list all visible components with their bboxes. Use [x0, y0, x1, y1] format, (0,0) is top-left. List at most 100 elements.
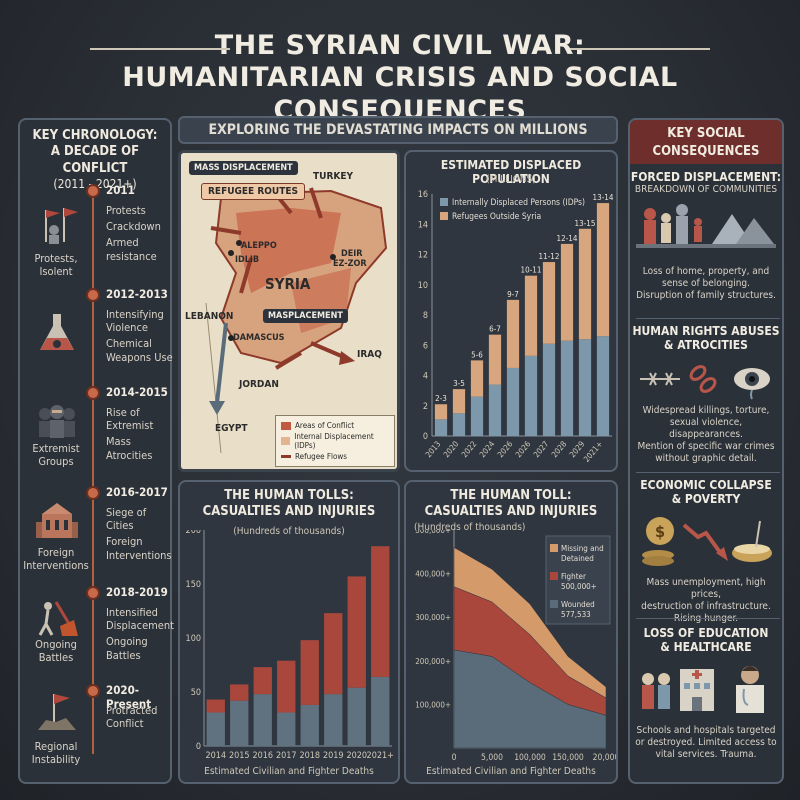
legend-label: Internal Displacement (IDPs) — [294, 432, 374, 450]
y-tick-label: 0 — [423, 432, 428, 442]
consequence-human-rights: HUMAN RIGHTS ABUSES & ATROCITIES Widespr… — [632, 324, 780, 464]
data-label: 5-6 — [471, 350, 483, 359]
bar-segment — [452, 389, 466, 414]
refugee-routes-tag: REFUGEE ROUTES — [201, 183, 305, 200]
map-label-syria: SYRIA — [265, 275, 311, 293]
timeline-dot — [86, 684, 100, 698]
bar-segment — [253, 667, 272, 695]
legend-swatch — [550, 572, 558, 580]
displaced-population-chart: ESTIMATED DISPLACED POPULATION (MILLIONS… — [404, 150, 618, 472]
timeline-dot — [86, 184, 100, 198]
legend-swatch — [550, 600, 558, 608]
map-label-deir: DEIR — [341, 249, 363, 259]
y-tick-label: 300,000+ — [415, 613, 451, 622]
era-year: 2011 — [106, 183, 135, 197]
legend-label: 500,000+ — [561, 582, 597, 591]
timeline-dot — [86, 486, 100, 500]
x-tick-label: 2026 — [514, 439, 533, 459]
y-tick-label: 6 — [423, 341, 428, 351]
protest-flags-icon — [45, 208, 78, 244]
data-label: 3-5 — [453, 379, 465, 388]
legend-label: Missing and — [561, 544, 604, 553]
masked-group-icon — [39, 405, 75, 438]
chart-xlabel: Estimated Civilian and Fighter Deaths — [426, 766, 596, 777]
mass-displacement-tag: MASS DISPLACEMENT — [189, 161, 298, 175]
bar-segment — [324, 694, 343, 746]
era-year: 2016-2017 — [106, 485, 168, 499]
x-tick-label: 2015 — [229, 751, 250, 761]
x-tick-label: 2021+ — [582, 440, 605, 464]
y-tick-label: 150 — [186, 580, 201, 590]
y-tick-label: 4 — [423, 372, 428, 382]
x-tick-label: 2020 — [442, 439, 461, 459]
bar-segment — [371, 546, 390, 677]
x-tick-label: 2027 — [532, 440, 551, 460]
bar-segment — [371, 676, 390, 746]
y-tick-label: 10 — [418, 281, 428, 291]
bar-segment — [277, 712, 296, 746]
area-series — [453, 547, 607, 699]
map-label-turkey: TURKEY — [313, 171, 354, 182]
bar-segment — [542, 262, 556, 344]
timeline-line — [92, 194, 94, 754]
era-item: Protests — [106, 204, 146, 217]
era-item: Foreign Interventions — [106, 535, 172, 562]
legend-swatch — [281, 437, 291, 445]
y-tick-label: 200,000+ — [415, 657, 451, 666]
y-tick-label: 12 — [418, 251, 428, 261]
bar-segment — [560, 340, 574, 436]
legend-swatch — [440, 198, 448, 206]
chart-title-line-2: CASUALTIES AND INJURIES — [202, 504, 376, 519]
data-label: 12-14 — [557, 234, 578, 243]
subtitle-bar: EXPLORING THE DEVASTATING IMPACTS ON MIL… — [178, 116, 618, 144]
era-icon-label: Protests, Isolent — [34, 252, 78, 279]
barbed-wire-chain-eye-icon — [640, 364, 770, 400]
bar-segment — [506, 299, 520, 368]
data-label: 6-7 — [489, 325, 501, 334]
displaced-chart-svg: 0 2 4 6 8 10 12 14 16 2-3 2013 3-5 2020 5-6 2022 6-7 202… — [418, 190, 614, 464]
era-icon-label: Ongoing Battles — [35, 638, 77, 665]
bar-segment — [560, 243, 574, 341]
data-label: 13-14 — [593, 193, 614, 202]
map-label-damascus: DAMASCUS — [233, 333, 285, 343]
era-item: Intensifying Violence — [106, 308, 164, 335]
chart-unit: (MILLIONS) — [486, 174, 536, 185]
data-label: 2-3 — [435, 394, 447, 403]
era-icon-label: Regional Instability — [31, 740, 81, 767]
bar-segment — [452, 413, 466, 436]
y-tick-label: 14 — [418, 220, 428, 230]
x-tick-label: 2020 — [346, 751, 367, 761]
legend-swatch — [550, 544, 558, 552]
bar-segment — [578, 339, 592, 436]
flag-rubble-icon — [38, 694, 76, 730]
chart-title-line-2: CASUALTIES AND INJURIES — [424, 504, 598, 519]
map-label-lebanon: LEBANON — [185, 311, 234, 322]
school-hospital-doctor-icon — [642, 665, 764, 713]
bar-segment — [253, 694, 272, 746]
era-item: Siege of Cities — [106, 506, 147, 533]
y-tick-label: 16 — [418, 190, 428, 200]
bar-segment — [347, 687, 366, 746]
consequence-economic: ECONOMIC COLLAPSE & POVERTY $ Mass unemp… — [630, 478, 782, 625]
main-title: THE SYRIAN CIVIL WAR: HUMANITARIAN CRISI… — [0, 30, 800, 127]
svg-text:$: $ — [655, 522, 665, 541]
bar-segment — [578, 228, 592, 340]
data-label: 13-15 — [575, 219, 596, 228]
era-year: 2014-2015 — [106, 385, 168, 399]
x-tick-label: 2028 — [550, 439, 569, 459]
y-tick-label: 400,000+ — [415, 570, 451, 579]
x-tick-label: 2022 — [460, 440, 479, 460]
map-label-iraq: IRAQ — [357, 349, 382, 360]
bar-segment — [300, 704, 319, 746]
y-tick-label: 0 — [196, 742, 201, 752]
title-rule-left — [90, 48, 230, 50]
era-icon-label: Extremist Groups — [32, 442, 80, 469]
data-label: 10-11 — [521, 266, 542, 275]
chart-title: ESTIMATED DISPLACED POPULATION — [440, 158, 582, 187]
map-label-ezzor: EZ-ZOR — [333, 259, 367, 269]
bar-segment — [596, 203, 610, 337]
y-tick-label: 100 — [186, 634, 201, 644]
era-icon-label: Foreign Interventions — [23, 546, 89, 573]
era-item: Crackdown — [106, 220, 161, 234]
era-year: 2020-Present — [106, 683, 152, 711]
